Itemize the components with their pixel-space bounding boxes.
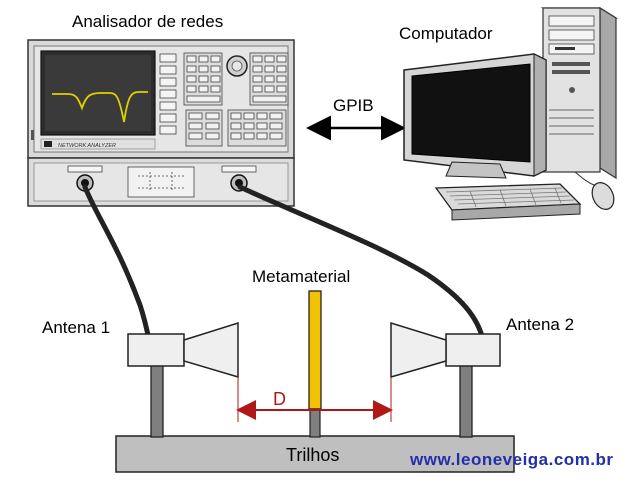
metamaterial-holder xyxy=(310,409,320,437)
metamaterial-sample xyxy=(309,291,321,409)
keyboard xyxy=(436,184,580,220)
instrument-badge: NETWORK ANALYZER xyxy=(58,143,116,149)
computer-label: Computador xyxy=(399,24,493,43)
monitor xyxy=(404,54,546,178)
antenna-2-label: Antena 2 xyxy=(506,315,574,334)
antenna-1 xyxy=(128,323,238,437)
distance-label: D xyxy=(273,389,286,409)
rails-label: Trilhos xyxy=(286,445,339,465)
antenna-2 xyxy=(391,323,500,437)
network-analyzer-label: Analisador de redes xyxy=(72,12,223,31)
watermark-url: www.leoneveiga.com.br xyxy=(410,450,614,470)
softkeys xyxy=(160,54,176,134)
pc-tower xyxy=(543,8,616,178)
gpib-label: GPIB xyxy=(333,96,374,115)
mouse xyxy=(575,172,618,213)
metamaterial-label: Metamaterial xyxy=(252,267,350,286)
network-analyzer: NETWORK ANALYZER xyxy=(28,40,294,206)
antenna-1-label: Antena 1 xyxy=(42,318,110,337)
cable-port-2 xyxy=(240,187,483,340)
